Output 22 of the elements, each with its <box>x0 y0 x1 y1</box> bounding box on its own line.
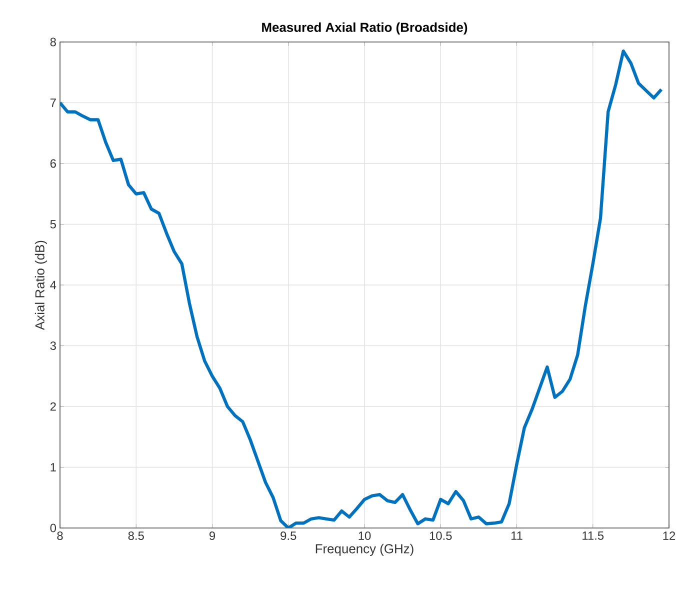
y-tick-label: 0 <box>50 524 56 532</box>
y-tick-label: 8 <box>50 38 56 46</box>
line-series <box>60 50 663 528</box>
y-tick-label: 2 <box>50 402 56 411</box>
y-axis-title: Axial Ratio (dB) <box>34 240 47 330</box>
x-tick-label: 8 <box>57 532 63 540</box>
y-tick-label: 1 <box>50 463 56 472</box>
y-tick-label: 7 <box>50 98 56 107</box>
chart-title: Measured Axial Ratio (Broadside) <box>262 22 468 34</box>
x-tick-label: 10 <box>358 532 371 540</box>
x-tick-label: 9.5 <box>280 532 296 540</box>
y-tick-label: 6 <box>50 159 56 168</box>
x-tick-label: 12 <box>663 532 676 540</box>
y-tick-label: 3 <box>50 342 56 350</box>
x-tick-label: 9 <box>209 532 216 540</box>
y-tick-label: 4 <box>50 280 56 290</box>
x-tick-label: 11 <box>511 532 522 540</box>
y-tick-label: 5 <box>50 220 56 228</box>
x-axis-title: Frequency (GHz) <box>316 544 414 556</box>
x-tick-label: 11.5 <box>582 532 604 540</box>
x-tick-label: 10.5 <box>430 532 452 540</box>
x-tick-label: 8.5 <box>128 532 144 540</box>
